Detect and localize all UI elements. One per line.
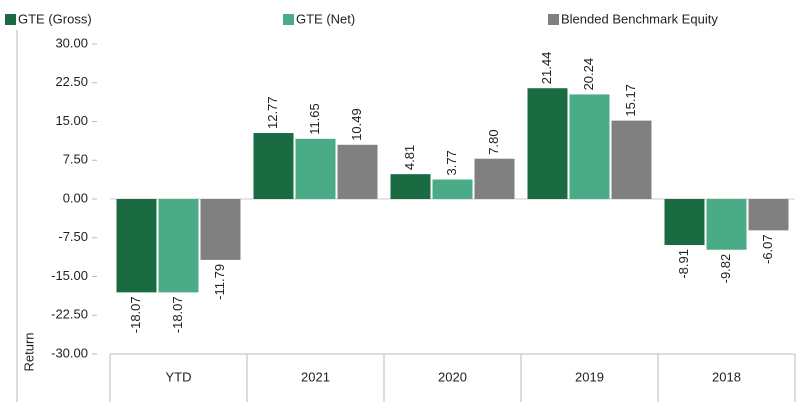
legend-label: Blended Benchmark Equity: [561, 11, 718, 26]
bar: [390, 174, 431, 199]
data-label: 7.80: [486, 129, 501, 154]
bar: [611, 120, 652, 199]
data-label: -18.07: [128, 296, 143, 333]
bar: [706, 199, 747, 250]
data-label: 10.49: [349, 108, 364, 141]
bar: [116, 199, 157, 293]
bar: [295, 138, 336, 199]
legend-swatch: [5, 14, 16, 25]
x-tick-label: 2018: [712, 369, 741, 384]
y-tick-label: -7.50: [58, 229, 88, 244]
data-label: -8.91: [676, 249, 691, 279]
y-tick-label: 15.00: [55, 113, 88, 128]
bar: [200, 199, 241, 260]
x-tick-label: 2020: [438, 369, 467, 384]
data-label: 20.24: [581, 58, 596, 91]
data-label: 15.17: [623, 84, 638, 117]
data-label: -6.07: [760, 234, 775, 264]
bar: [253, 133, 294, 199]
data-label: 12.77: [265, 96, 280, 129]
bar: [569, 94, 610, 199]
bar: [664, 199, 705, 246]
y-tick-label: -22.50: [51, 307, 88, 322]
legend-label: GTE (Gross): [18, 11, 92, 26]
y-tick-label: 22.50: [55, 74, 88, 89]
legend-swatch: [548, 14, 559, 25]
bar: [432, 179, 473, 199]
bar: [527, 88, 568, 199]
data-label: -18.07: [170, 296, 185, 333]
data-label: -9.82: [718, 254, 733, 284]
legend-swatch: [283, 14, 294, 25]
y-tick-label: 30.00: [55, 35, 88, 50]
bar: [748, 199, 789, 231]
legend-label: GTE (Net): [296, 11, 355, 26]
data-label: 21.44: [539, 52, 554, 85]
data-label: 3.77: [444, 150, 459, 175]
bar: [474, 158, 515, 199]
y-tick-label: 0.00: [63, 190, 88, 205]
y-tick-label: -30.00: [51, 345, 88, 360]
x-tick-label: YTD: [166, 369, 192, 384]
y-axis-label: Return: [21, 332, 36, 371]
data-label: 4.81: [402, 145, 417, 170]
bar: [158, 199, 199, 293]
x-tick-label: 2019: [575, 369, 604, 384]
y-tick-label: 7.50: [63, 152, 88, 167]
data-label: 11.65: [307, 103, 322, 135]
bar: [337, 144, 378, 199]
y-tick-label: -15.00: [51, 268, 88, 283]
x-tick-label: 2021: [301, 369, 330, 384]
data-label: -11.79: [212, 264, 227, 300]
